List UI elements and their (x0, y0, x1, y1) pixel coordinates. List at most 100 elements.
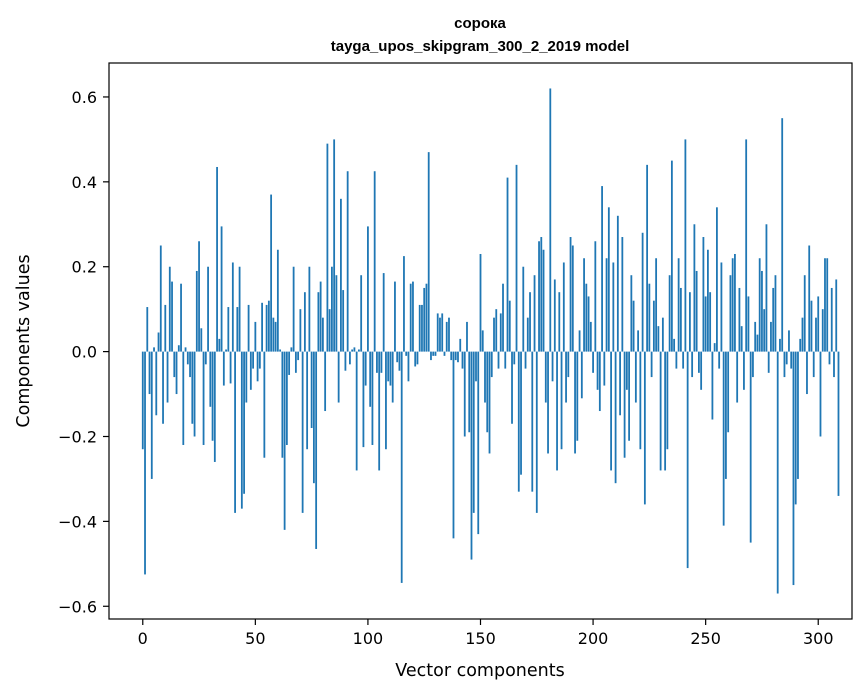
bar (355, 351, 358, 471)
bar (508, 300, 511, 352)
bar (403, 256, 405, 352)
bar (252, 351, 254, 369)
bar (407, 351, 410, 382)
bar (340, 198, 342, 352)
bar (544, 351, 547, 403)
y-tick-label: −0.2 (58, 427, 97, 446)
bar (488, 351, 491, 454)
bar (346, 171, 349, 352)
bar (806, 351, 808, 395)
bar (450, 351, 453, 361)
bar (412, 281, 414, 352)
bar (409, 283, 412, 352)
bar (490, 351, 493, 378)
bar (144, 351, 146, 575)
bar (294, 351, 297, 373)
bar (391, 351, 394, 403)
bar (607, 207, 610, 352)
bar (585, 283, 588, 352)
bar (394, 281, 396, 352)
bar (180, 283, 182, 352)
bar (810, 300, 813, 352)
bar (664, 351, 667, 471)
bar (371, 351, 374, 445)
bar (454, 351, 457, 361)
bar (707, 249, 709, 352)
bar (688, 292, 691, 352)
bar (382, 273, 385, 352)
bar (310, 351, 313, 429)
bar (358, 349, 360, 352)
bar (659, 351, 662, 471)
y-axis-ticks: −0.6 −0.4 −0.2 0.0 0.2 0.4 0.6 (58, 88, 109, 616)
bar (587, 296, 590, 352)
bar (414, 351, 417, 367)
bar (159, 245, 162, 352)
bar (515, 164, 518, 352)
bar (826, 258, 829, 352)
bar (779, 338, 781, 352)
bar (668, 275, 671, 352)
bar (571, 245, 574, 352)
bar (193, 351, 196, 437)
bar (756, 334, 759, 352)
bar (666, 351, 669, 450)
bar (738, 287, 741, 352)
bar (749, 351, 752, 543)
bar (679, 287, 682, 352)
bar (439, 317, 441, 352)
bar (475, 351, 477, 382)
bar (504, 351, 507, 369)
bar (227, 307, 230, 352)
bar (448, 317, 450, 352)
bar (380, 351, 383, 373)
bar (265, 304, 268, 352)
bar (817, 296, 820, 352)
bar (319, 281, 322, 352)
y-tick-label: 0.0 (72, 343, 97, 362)
bar (177, 345, 180, 352)
bar (481, 330, 484, 352)
bar (598, 351, 601, 412)
bar (430, 351, 432, 361)
bar (360, 275, 363, 352)
bar (195, 270, 198, 352)
bar (466, 321, 468, 352)
bar (434, 351, 437, 356)
bar (567, 351, 570, 378)
bar (612, 262, 615, 352)
bar (740, 326, 743, 352)
bar (267, 300, 270, 352)
bar (432, 351, 435, 356)
x-tick-label: 0 (138, 629, 148, 648)
bar (580, 351, 583, 399)
bar (441, 313, 444, 352)
bar (207, 266, 209, 352)
bar (736, 351, 739, 403)
bar (328, 309, 331, 352)
bar (522, 266, 525, 352)
bar (682, 351, 685, 369)
bar (418, 304, 421, 352)
bar (405, 351, 408, 356)
bar (308, 266, 311, 352)
bar (835, 279, 838, 352)
bar (691, 351, 694, 378)
bar (324, 351, 327, 412)
bar (186, 351, 189, 365)
y-tick-label: 0.2 (72, 258, 97, 277)
bar (213, 351, 216, 462)
bar (594, 241, 597, 352)
bar (702, 237, 705, 352)
bar (578, 330, 581, 352)
bar (641, 232, 644, 352)
bar (639, 351, 642, 450)
bar (513, 351, 516, 365)
bar (614, 351, 617, 484)
x-tick-label: 50 (245, 629, 265, 648)
x-axis-label: Vector components (395, 661, 564, 681)
bar (533, 275, 536, 352)
bar (299, 309, 302, 352)
bar (745, 139, 748, 352)
bar (256, 351, 259, 382)
